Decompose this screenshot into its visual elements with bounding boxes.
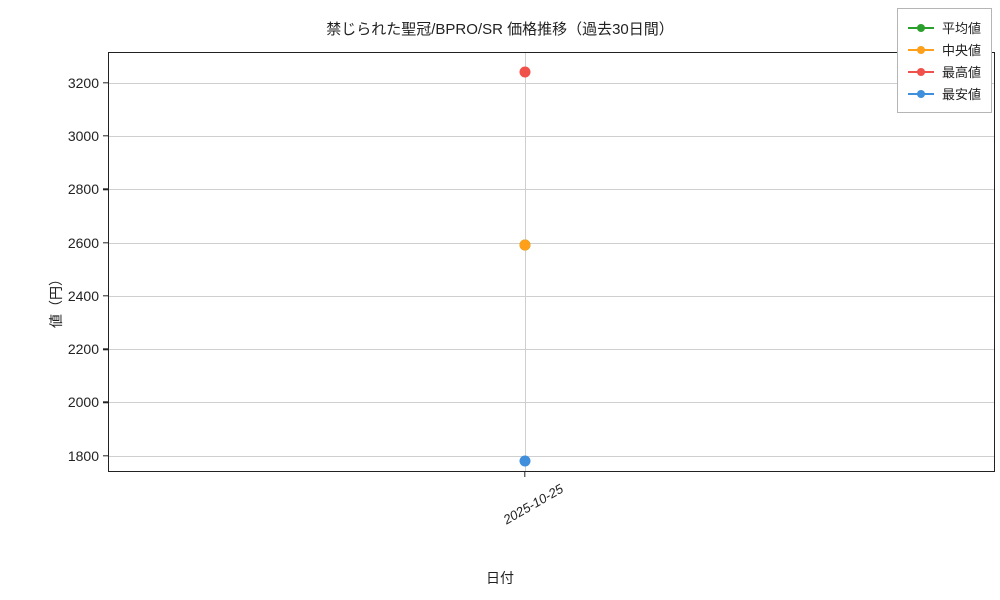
y-tick-mark-3200 (103, 82, 109, 83)
gridline-2000 (109, 402, 994, 403)
x-axis-label: 日付 (486, 568, 514, 588)
y-tick-label-2600: 2600 (68, 235, 99, 251)
y-tick-label-1800: 1800 (68, 448, 99, 464)
legend-label-mean: 平均値 (942, 18, 981, 37)
gridline-2400 (109, 296, 994, 297)
y-tick-label-3200: 3200 (68, 75, 99, 91)
legend-box: 平均値 中央値 最高値 最安値 (897, 8, 992, 113)
y-tick-label-2800: 2800 (68, 181, 99, 197)
y-tick-mark-2800 (103, 189, 109, 190)
legend-item-median[interactable]: 中央値 (908, 40, 981, 59)
gridline-3000 (109, 136, 994, 137)
legend-item-min[interactable]: 最安値 (908, 84, 981, 103)
y-tick-label-2000: 2000 (68, 394, 99, 410)
y-tick-mark-1800 (103, 455, 109, 456)
legend-swatch-median (908, 49, 934, 51)
data-point-median[interactable] (519, 239, 530, 250)
x-tick-label-2025-10-25: 2025-10-25 (501, 481, 566, 527)
legend-swatch-max (908, 71, 934, 73)
gridline-2800 (109, 189, 994, 190)
y-tick-label-3000: 3000 (68, 128, 99, 144)
gridline-1800 (109, 456, 994, 457)
data-point-min[interactable] (519, 455, 530, 466)
chart-title: 禁じられた聖冠/BPRO/SR 価格推移（過去30日間） (0, 18, 1000, 39)
y-axis-label: 値（円） (46, 272, 66, 328)
y-tick-label-2200: 2200 (68, 341, 99, 357)
data-point-max[interactable] (519, 66, 530, 77)
gridline-x-2025-10-25 (525, 53, 526, 471)
y-tick-mark-2200 (103, 348, 109, 349)
chart-root: 禁じられた聖冠/BPRO/SR 価格推移（過去30日間） 3200 3000 2… (0, 0, 1000, 600)
legend-label-median: 中央値 (942, 40, 981, 59)
legend-item-max[interactable]: 最高値 (908, 62, 981, 81)
legend-item-mean[interactable]: 平均値 (908, 18, 981, 37)
legend-swatch-min (908, 93, 934, 95)
y-tick-mark-2000 (103, 402, 109, 403)
x-tick-mark-2025-10-25 (524, 471, 525, 477)
y-tick-mark-2600 (103, 242, 109, 243)
legend-swatch-mean (908, 27, 934, 29)
y-tick-label-2400: 2400 (68, 288, 99, 304)
gridline-2200 (109, 349, 994, 350)
gridline-3200 (109, 83, 994, 84)
y-tick-mark-2400 (103, 295, 109, 296)
gridline-2600 (109, 243, 994, 244)
y-tick-mark-3000 (103, 135, 109, 136)
legend-label-min: 最安値 (942, 84, 981, 103)
legend-label-max: 最高値 (942, 62, 981, 81)
plot-area: 3200 3000 2800 2600 2400 2200 2000 1800 … (108, 52, 995, 472)
